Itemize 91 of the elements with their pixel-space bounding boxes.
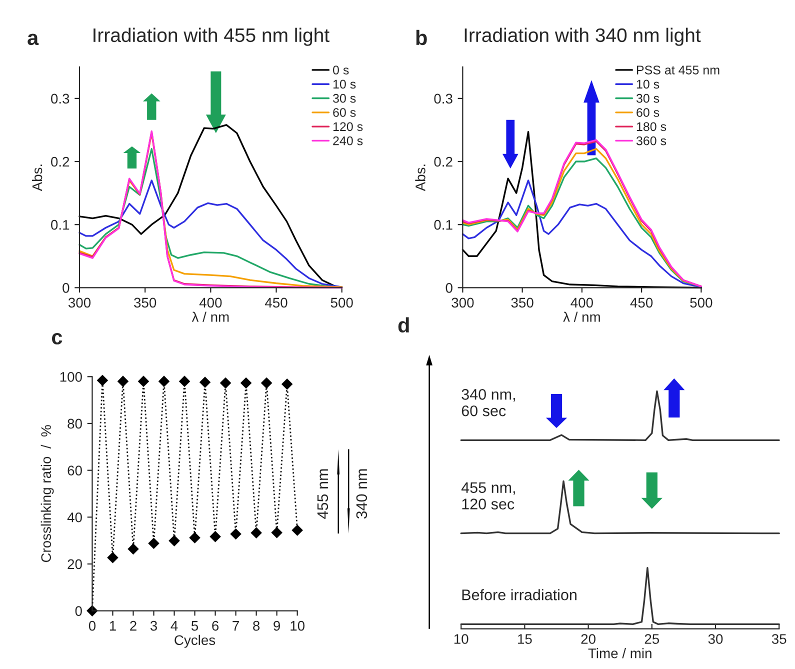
point [158,376,170,387]
x-tick-label: 4 [170,621,178,631]
point [282,378,293,390]
legend-label: 0 s [332,66,349,74]
point [107,552,118,564]
x-tick-label: 15 [518,634,532,644]
x-tick-label: 450 [630,298,653,308]
y-tick-label: 60 [68,466,82,476]
legend-label: 240 s [333,136,363,146]
text: 340 nm [356,469,368,519]
y-tick-label: 80 [68,418,82,429]
y-axis-title: Crosslinking ratio / % [40,425,54,562]
legend-label: 60 s [636,108,660,117]
x-axis-title: Time / min [588,648,652,658]
text: b [416,30,427,46]
x-tick-label: 350 [511,298,534,308]
y-tick-label: 0 [62,283,70,293]
x-tick-label: 400 [199,298,222,308]
chart-title: Irradiation with 340 nm light [464,28,701,46]
x-axis-title: Cycles [174,634,216,648]
legend-label: 10 s [636,80,660,89]
text: d [398,317,409,333]
y-tick-label: 0.3 [434,94,452,104]
x-tick-label: 20 [581,634,596,644]
x-tick-label: 450 [264,298,288,308]
x-tick-label: 1 [110,621,116,631]
text: 455 nm [317,469,328,519]
point [128,544,139,554]
point [189,532,200,544]
x-tick-label: 350 [134,298,156,308]
chart-title: Irradiation with 455 nm light [94,28,330,46]
y-tick-label: 0.3 [51,94,70,104]
x-tick-label: 400 [570,298,593,308]
x-axis-title: λ / nm [192,312,229,322]
text: c [52,333,62,344]
x-tick-label: 10 [290,620,305,631]
point [200,376,210,388]
y-tick-label: 0.1 [434,220,452,230]
series-label: 340 nm, 60 sec [462,389,515,416]
point [240,378,252,388]
y-tick-label: 0.2 [434,156,452,167]
point [261,378,272,388]
point [250,527,262,538]
point [179,376,190,387]
point [118,376,128,387]
legend-label: PSS at 455 nm [636,66,720,74]
y-tick-label: 0 [446,283,452,293]
x-tick-label: 30 [708,634,723,644]
point [138,376,149,387]
legend-label: 120 s [333,122,363,132]
y-tick-label: 0.1 [51,220,70,230]
y-axis-title: Abs. [415,164,426,192]
x-tick-label: 7 [232,621,239,631]
point [271,527,282,538]
x-tick-label: 0 [88,620,96,631]
x-tick-label: 300 [68,298,91,308]
legend-label: 180 s [636,122,666,132]
x-tick-label: 500 [690,298,712,308]
x-tick-label: 35 [772,634,786,644]
point [220,378,231,388]
point [210,531,221,542]
series-label: Before irradiation [462,589,576,600]
x-tick-label: 300 [452,298,474,308]
point [168,535,180,546]
point [230,528,242,540]
point [97,374,108,386]
y-tick-label: 0 [75,606,82,616]
x-tick-label: 10 [454,634,468,644]
x-tick-label: 3 [150,620,158,631]
y-tick-label: 0.2 [51,156,70,167]
y-tick-label: 40 [67,512,82,522]
x-tick-label: 5 [191,621,198,631]
point [148,538,160,549]
x-tick-label: 500 [330,298,353,308]
legend-label: 60 s [333,108,356,117]
y-tick-label: 100 [60,372,82,382]
series-label: 455 nm, 120 sec [461,482,515,510]
legend-label: 30 s [636,94,660,103]
text: a [28,34,39,46]
x-axis-title: λ / nm [563,312,600,322]
legend-label: 30 s [332,94,356,103]
x-tick-label: 25 [644,634,660,644]
x-tick-label: 2 [130,620,136,631]
point [292,524,303,536]
y-tick-label: 20 [68,559,82,570]
legend-label: 10 s [333,80,356,89]
legend-label: 360 s [636,136,666,146]
x-tick-label: 6 [212,620,219,631]
y-axis-title: Abs. [32,164,42,192]
x-tick-label: 8 [253,620,260,631]
x-tick-label: 9 [274,620,280,631]
